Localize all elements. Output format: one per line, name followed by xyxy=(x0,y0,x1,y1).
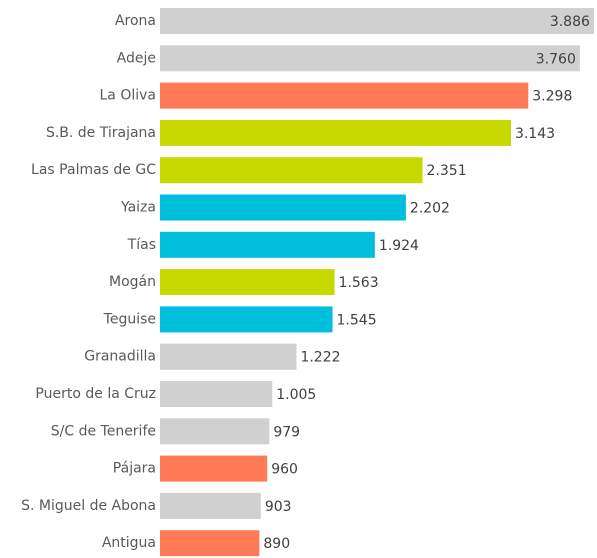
bar xyxy=(160,306,333,333)
bar xyxy=(160,418,270,445)
value-label: 960 xyxy=(271,462,298,478)
bar xyxy=(160,8,594,34)
value-label: 903 xyxy=(265,499,292,515)
value-label: 2.202 xyxy=(410,201,450,217)
category-label: Puerto de la Cruz xyxy=(35,386,156,402)
bar xyxy=(160,231,375,258)
bar xyxy=(160,119,511,146)
category-label: Teguise xyxy=(103,311,156,327)
value-label: 1.563 xyxy=(339,275,379,291)
bar xyxy=(160,530,260,557)
category-label: La Oliva xyxy=(100,88,157,104)
value-label: 1.005 xyxy=(276,387,316,403)
category-label: S.B. de Tirajana xyxy=(46,125,156,141)
category-label: Yaiza xyxy=(120,200,156,216)
value-label: 1.222 xyxy=(300,350,340,366)
category-label: Tías xyxy=(127,237,156,253)
bar xyxy=(160,194,406,221)
category-label: S/C de Tenerife xyxy=(51,423,156,439)
category-label: Mogán xyxy=(109,274,156,290)
bar xyxy=(160,82,529,109)
value-label: 3.760 xyxy=(536,51,576,67)
category-label: Pájara xyxy=(113,461,156,477)
value-label: 1.924 xyxy=(379,238,419,254)
category-label: Arona xyxy=(115,13,156,29)
bar xyxy=(160,269,335,296)
value-label: 2.351 xyxy=(427,163,467,179)
value-label: 979 xyxy=(273,424,300,440)
bar xyxy=(160,157,423,184)
value-label: 890 xyxy=(263,536,290,552)
value-label: 3.298 xyxy=(532,89,572,105)
bar xyxy=(160,381,273,407)
bar xyxy=(160,492,261,519)
value-label: 1.545 xyxy=(337,312,377,328)
value-label: 3.886 xyxy=(550,14,590,30)
category-label: Adeje xyxy=(117,50,156,66)
category-label: S. Miguel de Abona xyxy=(21,498,156,514)
category-label: Granadilla xyxy=(84,349,156,365)
category-label: Antigua xyxy=(102,535,156,551)
bar xyxy=(160,343,297,370)
value-label: 3.143 xyxy=(515,126,555,142)
bar xyxy=(160,455,268,482)
category-label: Las Palmas de GC xyxy=(31,162,156,178)
bar xyxy=(160,45,580,72)
